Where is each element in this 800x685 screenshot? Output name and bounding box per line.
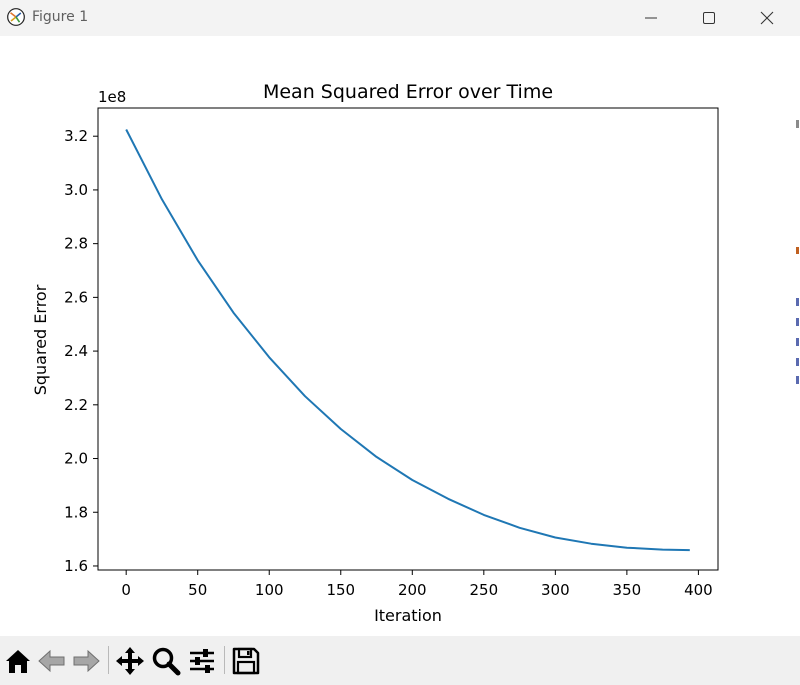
- window-titlebar: Figure 1: [0, 0, 800, 36]
- x-tick-label: 200: [398, 581, 427, 599]
- zoom-button[interactable]: [150, 645, 182, 677]
- toolbar-separator: [224, 646, 225, 674]
- zoom-icon: [152, 647, 181, 676]
- y-tick-label: 2.4: [64, 342, 88, 360]
- back-button[interactable]: [36, 645, 68, 677]
- plot-frame: [97, 107, 719, 571]
- home-icon: [6, 650, 30, 673]
- chart-title: Mean Squared Error over Time: [263, 81, 553, 103]
- maximize-icon: [703, 12, 715, 24]
- back-icon: [38, 649, 65, 673]
- save-icon: [232, 647, 260, 675]
- save-button[interactable]: [230, 645, 262, 677]
- series-line: [125, 129, 690, 552]
- minimize-button[interactable]: [622, 0, 680, 36]
- forward-icon: [73, 649, 100, 673]
- x-tick-label: 350: [613, 581, 642, 599]
- minimize-icon: [645, 17, 657, 19]
- pan-button[interactable]: [114, 645, 146, 677]
- app-icon: [7, 8, 25, 26]
- toolbar-separator: [108, 646, 109, 674]
- chart: Mean Squared Error over Time 1e8 Iterati…: [31, 81, 719, 625]
- maximize-button[interactable]: [680, 0, 738, 36]
- forward-button[interactable]: [70, 645, 102, 677]
- y-tick-label: 1.6: [64, 557, 88, 575]
- x-tick-label: 300: [541, 581, 570, 599]
- x-tick-label: 100: [255, 581, 284, 599]
- y-offset-text: 1e8: [98, 88, 126, 106]
- x-axis-ticks: 0 50 100 150 200 250 300 350 400: [121, 570, 713, 599]
- x-tick-label: 250: [469, 581, 498, 599]
- home-button[interactable]: [2, 645, 34, 677]
- x-tick-label: 50: [188, 581, 207, 599]
- x-tick-label: 400: [684, 581, 713, 599]
- navigation-toolbar: [0, 636, 800, 685]
- y-tick-label: 1.8: [64, 503, 88, 521]
- configure-subplots-icon: [190, 649, 214, 673]
- y-tick-label: 2.8: [64, 235, 88, 253]
- y-axis-label: Squared Error: [31, 284, 50, 395]
- window-title: Figure 1: [32, 9, 89, 25]
- close-icon: [760, 11, 774, 25]
- y-tick-label: 2.0: [64, 450, 88, 468]
- figure-canvas[interactable]: Mean Squared Error over Time 1e8 Iterati…: [0, 36, 800, 636]
- edge-artifacts: [796, 120, 799, 384]
- y-tick-label: 3.2: [64, 127, 88, 145]
- x-axis-label: Iteration: [374, 606, 442, 625]
- x-tick-label: 0: [121, 581, 131, 599]
- y-tick-label: 2.2: [64, 396, 88, 414]
- close-button[interactable]: [738, 0, 796, 36]
- configure-subplots-button[interactable]: [186, 645, 218, 677]
- x-tick-label: 150: [326, 581, 355, 599]
- y-tick-label: 2.6: [64, 288, 88, 306]
- y-axis-ticks: 1.6 1.8 2.0 2.2 2.4 2.6 2.8 3.0 3.2: [64, 127, 98, 575]
- y-tick-label: 3.0: [64, 181, 88, 199]
- pan-icon: [116, 647, 144, 675]
